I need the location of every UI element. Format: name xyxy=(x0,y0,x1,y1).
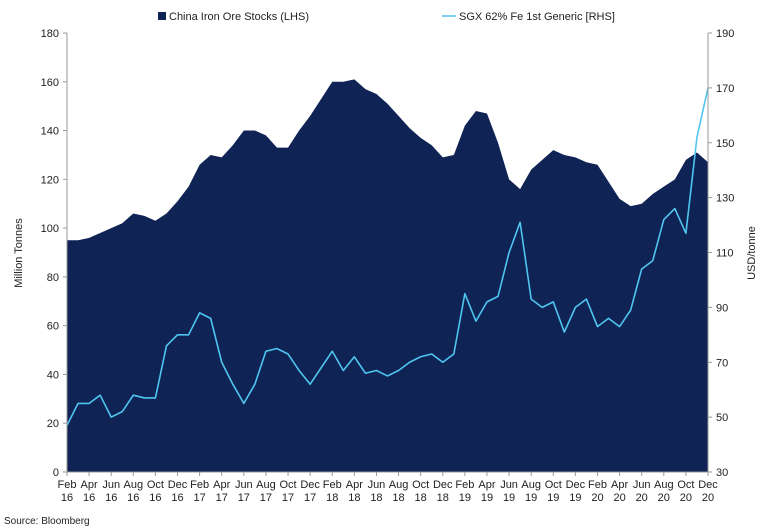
axes: 0 20 40 60 80 100 120 140 160 180 30 50 70 90 110 130 15… xyxy=(41,28,735,504)
x-tick-label-month: Jun xyxy=(633,479,651,491)
x-tick-label-month: Aug xyxy=(389,479,409,491)
x-tick-label-year: 18 xyxy=(370,492,382,504)
x-tick-label-year: 20 xyxy=(702,492,714,504)
x-tick-label-year: 17 xyxy=(193,492,205,504)
x-tick-label-month: Aug xyxy=(256,479,276,491)
x-tick-label-year: 20 xyxy=(591,492,603,504)
x-tick-label-year: 18 xyxy=(392,492,404,504)
x-tick-label-year: 16 xyxy=(149,492,161,504)
y-right-tick-label: 110 xyxy=(716,248,734,260)
x-tick-label-month: Feb xyxy=(588,479,607,491)
x-tick-label-year: 19 xyxy=(547,492,559,504)
y-left-tick-label: 60 xyxy=(47,321,59,333)
x-tick-label-month: Dec xyxy=(566,479,586,491)
x-tick-label-year: 19 xyxy=(481,492,493,504)
y-right-tick-label: 170 xyxy=(716,83,734,95)
source-note: Source: Bloomberg xyxy=(4,516,90,527)
x-tick-label-month: Apr xyxy=(478,479,495,491)
x-tick-label-month: Dec xyxy=(433,479,453,491)
x-tick-label-year: 19 xyxy=(459,492,471,504)
x-tick-label-month: Apr xyxy=(346,479,363,491)
y-right-tick-label: 30 xyxy=(716,467,728,479)
y-right-tick-label: 150 xyxy=(716,138,734,150)
legend: China Iron Ore Stocks (LHS) SGX 62% Fe 1… xyxy=(158,11,615,23)
x-tick-label-month: Aug xyxy=(124,479,144,491)
y-left-axis-title: Million Tonnes xyxy=(13,218,25,288)
x-tick-label-month: Feb xyxy=(190,479,209,491)
x-tick-label-year: 18 xyxy=(326,492,338,504)
y-right-axis-title: USD/tonne xyxy=(746,226,758,280)
x-tick-label-month: Feb xyxy=(323,479,342,491)
x-tick-label-month: Jun xyxy=(500,479,518,491)
series-price-line xyxy=(66,87,709,426)
x-tick-label-month: Aug xyxy=(654,479,674,491)
x-tick-label-month: Feb xyxy=(58,479,77,491)
x-tick-label-month: Oct xyxy=(545,479,562,491)
x-tick-label-year: 17 xyxy=(304,492,316,504)
x-tick-label-year: 20 xyxy=(658,492,670,504)
y-left-tick-label: 20 xyxy=(47,418,59,430)
y-left-tick-label: 160 xyxy=(41,77,59,89)
x-tick-label-year: 17 xyxy=(260,492,272,504)
x-tick-label-month: Oct xyxy=(412,479,429,491)
x-tick-label-year: 19 xyxy=(525,492,537,504)
x-tick-label-month: Oct xyxy=(677,479,694,491)
y-left-tick-label: 80 xyxy=(47,272,59,284)
y-left-tick-label: 140 xyxy=(41,126,59,138)
x-tick-label-month: Feb xyxy=(455,479,474,491)
y-right-tick-label: 50 xyxy=(716,412,728,424)
x-tick-label-month: Apr xyxy=(611,479,628,491)
x-tick-label-year: 16 xyxy=(127,492,139,504)
x-tick-label-year: 20 xyxy=(636,492,648,504)
legend-label-stocks: China Iron Ore Stocks (LHS) xyxy=(169,11,309,23)
y-right-tick-label: 70 xyxy=(716,357,728,369)
x-tick-label-year: 18 xyxy=(415,492,427,504)
series-stocks-area xyxy=(67,79,708,472)
y-right-tick-label: 90 xyxy=(716,302,728,314)
x-tick-label-month: Jun xyxy=(102,479,120,491)
x-tick-label-year: 20 xyxy=(613,492,625,504)
x-tick-label-month: Oct xyxy=(279,479,296,491)
x-tick-label-month: Dec xyxy=(300,479,320,491)
x-tick-label-month: Apr xyxy=(213,479,230,491)
y-left-tick-label: 100 xyxy=(41,223,59,235)
x-tick-label-year: 20 xyxy=(680,492,692,504)
x-tick-label-year: 18 xyxy=(437,492,449,504)
x-tick-label-month: Jun xyxy=(235,479,253,491)
y-right-tick-label: 130 xyxy=(716,193,734,205)
x-tick-label-month: Apr xyxy=(81,479,98,491)
y-left-tick-label: 0 xyxy=(53,467,59,479)
x-tick-label-year: 16 xyxy=(171,492,183,504)
legend-label-price: SGX 62% Fe 1st Generic [RHS] xyxy=(459,11,615,23)
x-tick-label-year: 17 xyxy=(216,492,228,504)
x-tick-label-year: 16 xyxy=(105,492,117,504)
y-left-tick-label: 180 xyxy=(41,28,59,40)
x-tick-label-year: 18 xyxy=(348,492,360,504)
x-tick-label-month: Dec xyxy=(168,479,188,491)
x-tick-label-month: Jun xyxy=(368,479,386,491)
x-tick-label-year: 16 xyxy=(83,492,95,504)
y-right-tick-label: 190 xyxy=(716,28,734,40)
y-left-tick-label: 40 xyxy=(47,369,59,381)
x-tick-label-year: 19 xyxy=(503,492,515,504)
legend-swatch-stocks xyxy=(158,12,166,20)
x-tick-label-year: 17 xyxy=(282,492,294,504)
x-tick-label-month: Aug xyxy=(521,479,541,491)
x-tick-label-year: 16 xyxy=(61,492,73,504)
x-tick-label-month: Dec xyxy=(698,479,718,491)
x-tick-label-year: 19 xyxy=(569,492,581,504)
x-tick-label-month: Oct xyxy=(147,479,164,491)
plot-area xyxy=(66,79,709,472)
x-tick-label-year: 17 xyxy=(238,492,250,504)
y-left-tick-label: 120 xyxy=(41,174,59,186)
